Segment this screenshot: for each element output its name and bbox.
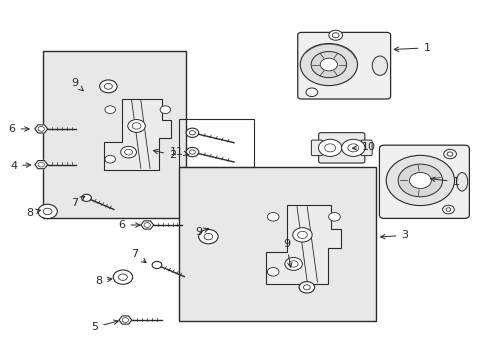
Circle shape bbox=[186, 148, 198, 157]
Circle shape bbox=[267, 212, 279, 221]
Circle shape bbox=[105, 156, 115, 163]
Ellipse shape bbox=[371, 56, 387, 75]
Text: 5: 5 bbox=[91, 320, 118, 332]
FancyBboxPatch shape bbox=[318, 133, 364, 163]
Circle shape bbox=[152, 261, 162, 269]
Circle shape bbox=[81, 194, 91, 202]
Circle shape bbox=[408, 172, 430, 189]
Text: 6: 6 bbox=[118, 220, 140, 230]
Text: 6: 6 bbox=[9, 124, 29, 134]
Circle shape bbox=[386, 156, 454, 206]
Circle shape bbox=[285, 257, 302, 270]
Text: 1: 1 bbox=[430, 177, 459, 187]
Circle shape bbox=[299, 282, 314, 293]
Circle shape bbox=[442, 205, 453, 214]
Circle shape bbox=[310, 51, 346, 78]
Circle shape bbox=[267, 267, 279, 276]
Circle shape bbox=[328, 212, 340, 221]
Ellipse shape bbox=[456, 172, 467, 191]
Circle shape bbox=[38, 204, 57, 219]
Bar bbox=[179, 119, 254, 167]
Text: 1: 1 bbox=[393, 43, 429, 53]
Bar bbox=[42, 51, 186, 217]
FancyBboxPatch shape bbox=[379, 145, 468, 219]
Polygon shape bbox=[141, 221, 153, 229]
Circle shape bbox=[328, 30, 342, 40]
Polygon shape bbox=[266, 205, 341, 284]
Circle shape bbox=[318, 139, 341, 157]
Text: 9: 9 bbox=[283, 239, 291, 267]
Circle shape bbox=[305, 88, 317, 96]
Circle shape bbox=[397, 164, 442, 197]
Text: 2: 2 bbox=[153, 149, 176, 160]
Circle shape bbox=[105, 106, 115, 113]
Circle shape bbox=[160, 106, 170, 113]
Text: 11: 11 bbox=[169, 147, 188, 157]
Circle shape bbox=[320, 58, 337, 71]
Text: 3: 3 bbox=[380, 230, 407, 240]
Circle shape bbox=[100, 80, 117, 93]
Text: 7: 7 bbox=[131, 249, 146, 263]
FancyBboxPatch shape bbox=[360, 140, 371, 156]
Circle shape bbox=[113, 270, 132, 284]
Polygon shape bbox=[35, 161, 47, 169]
Circle shape bbox=[300, 44, 357, 86]
Circle shape bbox=[341, 139, 364, 157]
Text: 4: 4 bbox=[10, 161, 31, 171]
Circle shape bbox=[443, 149, 455, 159]
Circle shape bbox=[127, 120, 145, 132]
Circle shape bbox=[186, 128, 198, 138]
Text: 9: 9 bbox=[71, 78, 83, 91]
Text: 10: 10 bbox=[352, 142, 375, 152]
Bar bbox=[179, 167, 375, 321]
Polygon shape bbox=[35, 125, 47, 133]
Circle shape bbox=[292, 228, 311, 242]
FancyBboxPatch shape bbox=[297, 32, 390, 99]
Circle shape bbox=[121, 147, 136, 158]
Polygon shape bbox=[119, 316, 132, 324]
Circle shape bbox=[198, 229, 218, 244]
FancyBboxPatch shape bbox=[311, 140, 322, 156]
Text: 9: 9 bbox=[195, 227, 208, 237]
Text: 7: 7 bbox=[71, 197, 84, 208]
Text: 8: 8 bbox=[26, 208, 41, 218]
Text: 8: 8 bbox=[95, 276, 112, 286]
Polygon shape bbox=[104, 99, 171, 170]
